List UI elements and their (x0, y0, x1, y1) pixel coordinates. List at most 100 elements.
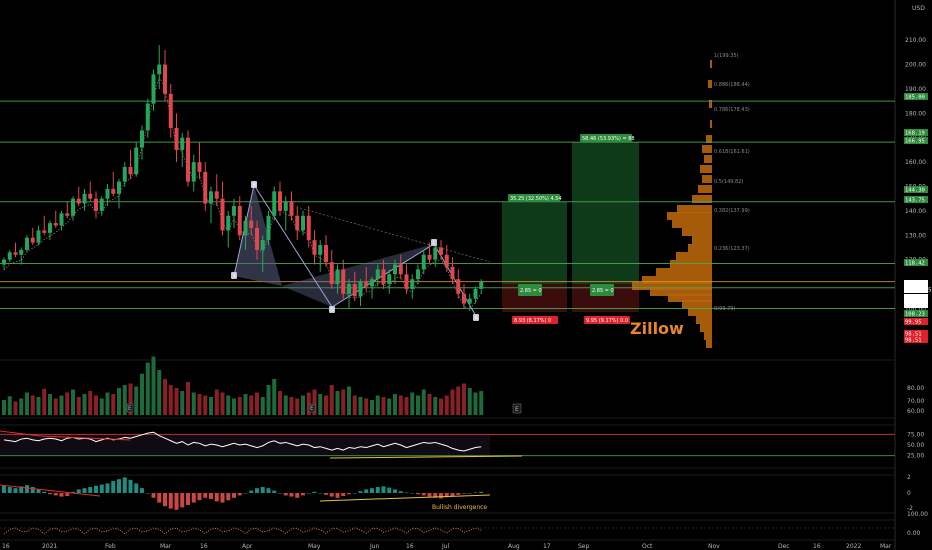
price-tag-label: 168.19 (905, 131, 925, 137)
macd-histogram-bar (266, 488, 271, 493)
volume-profile-bar (676, 252, 712, 260)
volume-bar (237, 397, 242, 415)
candle-body (352, 284, 357, 297)
candle-body (249, 220, 254, 228)
volume-bar (450, 389, 455, 415)
volume-bar (111, 394, 116, 415)
candle-body (76, 198, 81, 204)
volume-bar (467, 388, 472, 415)
volume-bar (462, 383, 466, 415)
volume-profile-bar (667, 212, 712, 220)
position-stop-tag (512, 316, 558, 324)
price-tick-label: 130.00 (905, 232, 926, 239)
harmonic-point-label: D (331, 308, 334, 314)
position-ratio-label: 2.85 = 0 (520, 288, 542, 294)
macd-histogram-bar (157, 493, 162, 503)
macd-histogram-bar (111, 481, 116, 493)
macd-histogram-bar (134, 483, 139, 493)
volume-profile-bar (696, 316, 712, 324)
candle-body (329, 262, 334, 285)
macd-histogram-bar (168, 493, 173, 509)
macd-histogram-bar (456, 493, 461, 495)
price-tag (904, 137, 928, 144)
x-axis-label: Dec (778, 543, 790, 550)
candle-body (209, 191, 213, 204)
volume-bar (122, 385, 127, 415)
candle-body (260, 240, 265, 250)
position-target-tag (508, 194, 560, 202)
price-tag-label: 143.75 (905, 198, 925, 204)
volume-bar (59, 395, 64, 415)
candle-body (88, 193, 93, 199)
volume-bar (352, 395, 357, 415)
candle-body (243, 220, 248, 236)
x-axis-label: Apr (242, 543, 253, 550)
harmonic-point-box (473, 314, 479, 321)
price-tag (904, 318, 928, 325)
position-stop-label: 8.93 (8.17%) 0 (514, 318, 551, 324)
earnings-marker: E (128, 405, 132, 412)
x-axis-label: Nov (708, 543, 720, 550)
fib-level-label: 0.382(137.99) (714, 208, 750, 214)
fib-level-label: 1(199.35) (714, 53, 739, 59)
volume-profile-bar (710, 60, 712, 68)
x-axis-label: 2021 (42, 543, 57, 550)
harmonic-point-box (329, 306, 335, 313)
volume-profile-bar (710, 120, 712, 128)
rsi-bullish-trendline (329, 455, 523, 459)
volume-bar (226, 395, 231, 415)
position-target-label: 35.25 (32.50%) 4.54 (510, 196, 562, 202)
candle-body (59, 213, 64, 226)
candle-body (42, 230, 47, 233)
price-tag-label: 185.00 (905, 95, 925, 101)
volume-bar (255, 392, 259, 415)
x-axis-label: 16 (813, 543, 821, 550)
volume-bar (278, 391, 282, 415)
volume-profile-bar (677, 205, 712, 213)
x-axis-label: 16 (200, 543, 208, 550)
macd-histogram-bar (237, 493, 242, 496)
x-axis-label: Aug (508, 543, 520, 550)
candle-body (174, 127, 179, 150)
candle-body (140, 130, 144, 148)
fib-level-label: 0.886(188.44) (714, 82, 750, 88)
price-tag (904, 294, 928, 301)
macd-histogram-bar (393, 489, 397, 493)
volume-profile-bar (656, 268, 712, 276)
volume-bar (410, 392, 415, 415)
volume-bar (433, 397, 438, 415)
price-tick-label: 100.00 (905, 305, 926, 312)
volume-bar (335, 391, 340, 415)
macd-histogram-bar (272, 490, 277, 493)
volume-profile-bar (688, 308, 712, 316)
position-target-tag (580, 134, 632, 142)
earnings-marker-box (308, 403, 316, 413)
candle-body (347, 284, 351, 294)
candle-body (232, 206, 236, 216)
volume-profile-bar (650, 288, 712, 296)
macd-histogram-bar (410, 493, 415, 494)
volume-bar (404, 397, 409, 415)
macd-histogram-bar (358, 491, 363, 493)
price-tag-label: 108.23 (905, 312, 925, 318)
volume-profile-bar (672, 220, 712, 228)
macd-histogram-bar (352, 493, 357, 494)
position-stop-label: 9.95 (9.17%) 0.0 (586, 318, 628, 324)
candle-body (301, 215, 305, 231)
volume-bar (439, 398, 443, 415)
macd-histogram-bar (226, 493, 231, 501)
volume-bar (347, 386, 351, 415)
macd-histogram-bar (335, 493, 340, 498)
candle-body (370, 279, 374, 287)
moving-average-line (3, 76, 482, 310)
macd-histogram-bar (243, 493, 248, 494)
candle-body (163, 64, 167, 94)
macd-histogram-bar (398, 491, 403, 493)
volume-bar (76, 397, 81, 415)
candle-body (295, 215, 300, 231)
candle-body (272, 191, 277, 216)
macd-histogram-bar (42, 491, 47, 493)
volume-bar (243, 394, 248, 415)
macd-histogram-bar (145, 493, 150, 494)
